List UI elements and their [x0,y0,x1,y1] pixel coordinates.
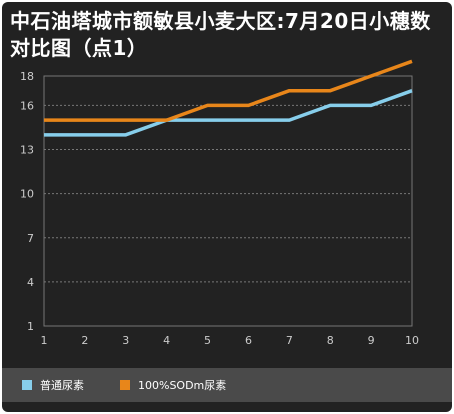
chart-title: 中石油塔城市额敏县小麦大区:7月20日小穗数对比图（点1） [10,9,431,60]
y-tick-label: 4 [27,276,34,289]
legend-label-series-2: 100%SODm尿素 [138,379,227,392]
x-tick-label: 7 [286,334,293,347]
x-tick-label: 3 [122,334,129,347]
y-tick-label: 7 [27,232,34,245]
series-line-2 [44,59,413,122]
x-tick-label: 6 [245,334,252,347]
plot-frame [43,75,413,327]
legend-item-series-2: 100%SODm尿素 [120,378,226,392]
chart-plot: 1 4 7 10 13 16 18 1 2 3 4 5 6 7 8 9 10 [20,59,419,347]
x-tick-label: 10 [405,334,419,347]
x-tick-label: 5 [204,334,211,347]
legend: 普通尿素 100%SODm尿素 [2,368,452,402]
x-tick-label: 9 [368,334,375,347]
y-tick-label: 10 [20,188,34,201]
legend-swatch-series-2 [120,380,130,390]
y-tick-label: 13 [20,144,34,157]
y-tick-label: 18 [20,70,34,83]
legend-item-series-1: 普通尿素 [22,378,84,392]
x-tick-label: 1 [41,334,48,347]
legend-label-series-1: 普通尿素 [40,379,84,392]
x-tick-label: 2 [81,334,88,347]
y-tick-label: 1 [27,320,34,333]
series-line-1 [44,89,413,137]
legend-swatch-series-1 [22,380,32,390]
x-tick-label: 4 [163,334,170,347]
x-tick-label: 8 [327,334,334,347]
y-tick-label: 16 [20,99,34,112]
